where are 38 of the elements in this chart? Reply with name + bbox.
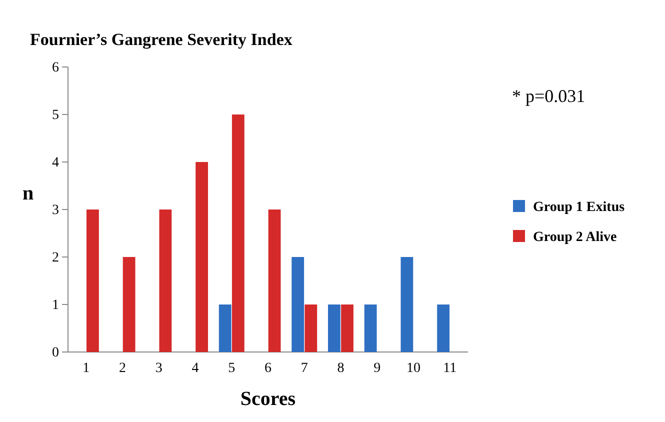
x-tick-label: 2 (119, 360, 126, 376)
y-tick-label: 0 (52, 345, 59, 360)
y-tick-label: 6 (52, 60, 59, 76)
x-tick-label: 4 (192, 360, 199, 376)
x-tick-label: 5 (228, 360, 236, 376)
bar (196, 162, 208, 352)
legend-label: Group 1 Exitus (533, 200, 626, 215)
x-tick-label: 11 (443, 360, 457, 376)
y-tick-label: 1 (52, 298, 59, 313)
bar (304, 304, 318, 352)
bar (86, 210, 99, 352)
x-tick-label: 9 (374, 360, 381, 376)
x-tick-label: 1 (82, 360, 90, 376)
bar (437, 304, 450, 352)
bar (232, 114, 244, 352)
y-axis-title: n (22, 182, 34, 204)
bar (364, 304, 377, 352)
x-tick-label: 6 (264, 360, 272, 376)
bar (292, 257, 304, 352)
x-tick-label: 7 (300, 360, 308, 376)
text: * p=0.031 (512, 86, 586, 106)
y-tick-label: 3 (52, 202, 59, 218)
bar (268, 210, 281, 352)
x-axis-title: Scores (240, 388, 296, 410)
bar (218, 304, 232, 352)
bar (341, 304, 354, 352)
y-tick-label: 4 (52, 155, 59, 170)
bar (159, 210, 172, 352)
legend-label: Group 2 Alive (533, 230, 617, 245)
x-tick-label: 10 (406, 360, 420, 376)
chart-title: Fournier’s Gangrene Severity Index (30, 30, 293, 49)
bar (328, 304, 340, 352)
x-tick-label: 3 (155, 360, 162, 376)
bar (400, 257, 414, 352)
bar (122, 257, 136, 352)
y-tick-label: 5 (52, 108, 59, 123)
x-tick-label: 8 (337, 360, 344, 376)
y-tick-label: 2 (52, 250, 59, 266)
